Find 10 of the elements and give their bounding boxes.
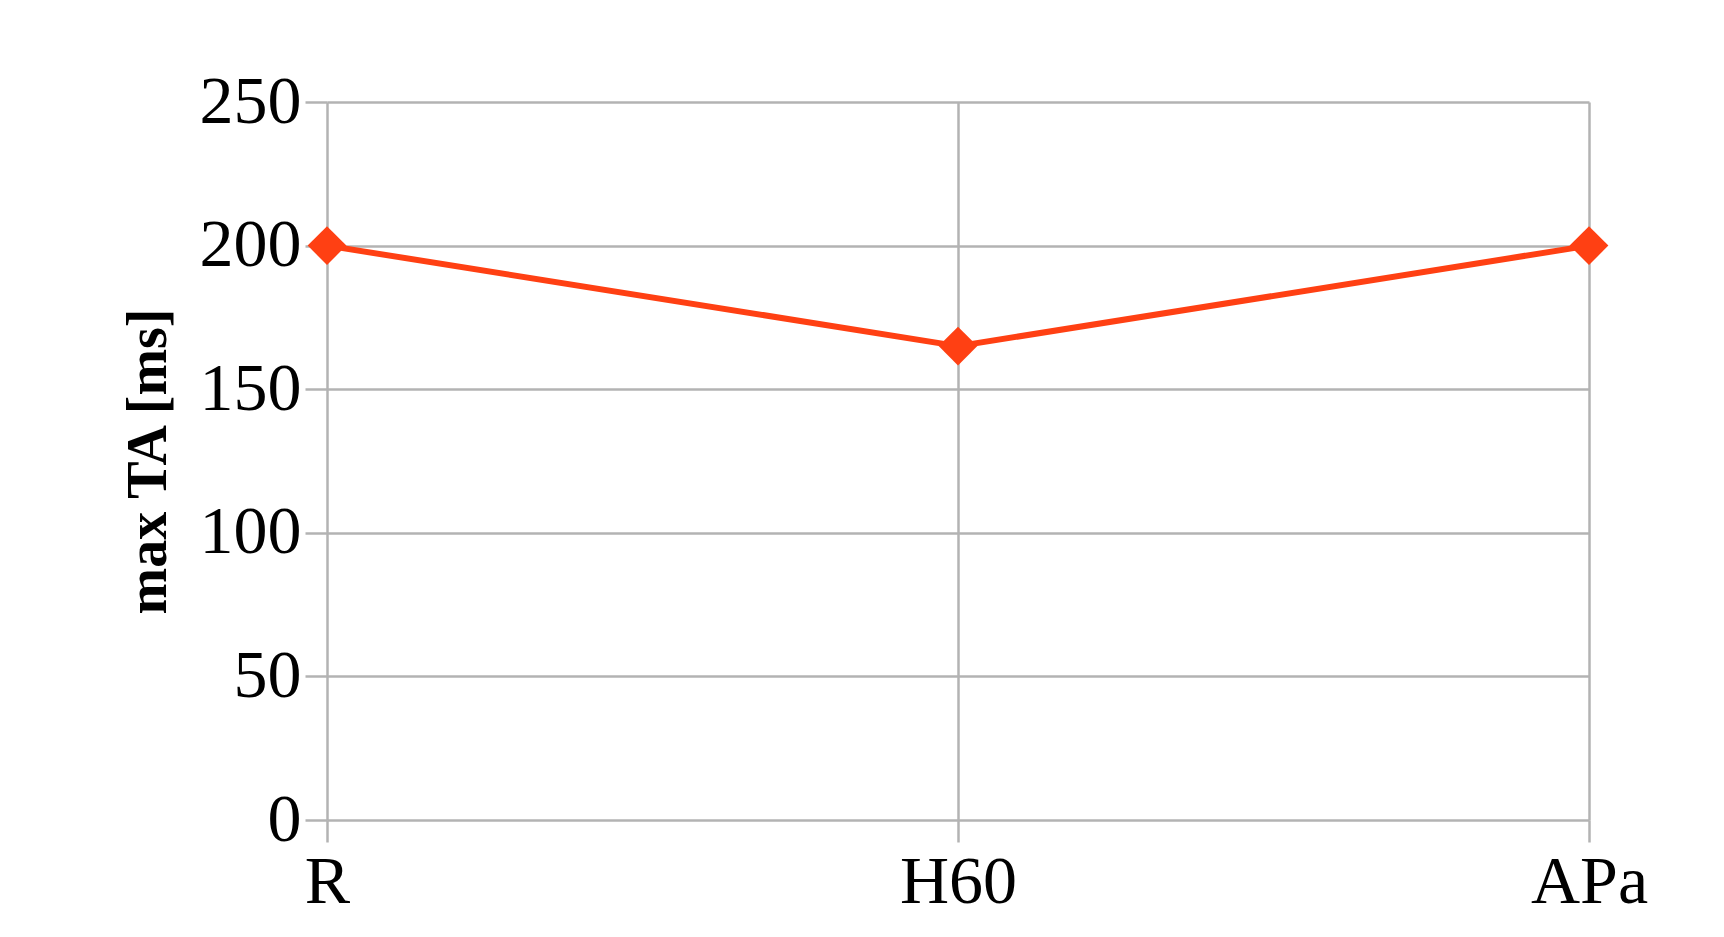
y-tick-label: 250 (199, 61, 302, 138)
y-axis-title: max TA [ms] (115, 308, 178, 615)
y-tick-label: 100 (199, 492, 302, 569)
x-tick-label: APa (1530, 841, 1649, 918)
x-tick-label: R (304, 841, 351, 918)
y-tick-label: 50 (233, 635, 302, 712)
y-tick-label: 200 (199, 205, 302, 282)
y-tick-label: 0 (267, 779, 302, 856)
y-tick-label: 150 (199, 348, 302, 425)
x-tick-label: H60 (899, 841, 1018, 918)
